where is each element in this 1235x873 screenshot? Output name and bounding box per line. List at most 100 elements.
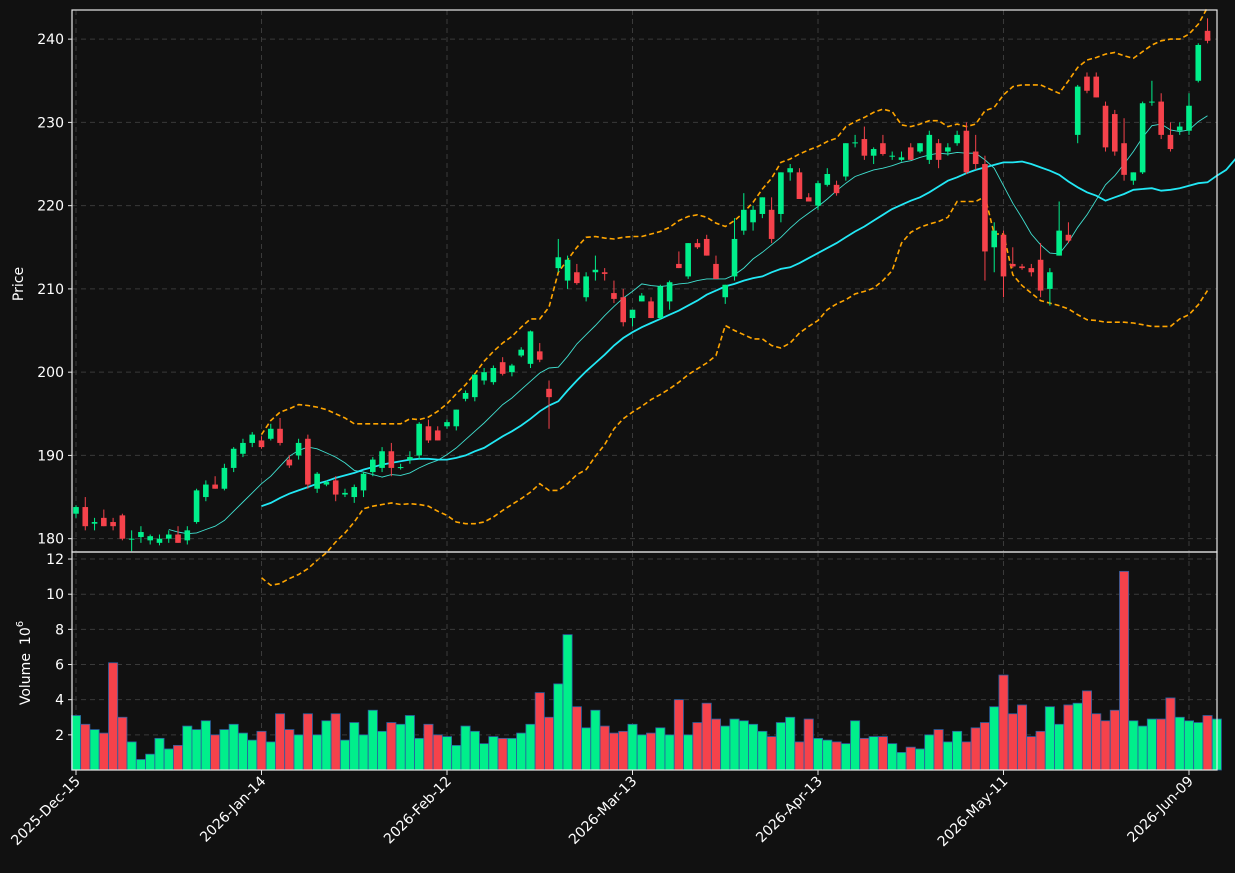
candle-body bbox=[1028, 268, 1035, 273]
volume-bar bbox=[998, 674, 1009, 771]
candle bbox=[518, 347, 524, 358]
volume-bar bbox=[738, 720, 749, 771]
candle bbox=[982, 155, 988, 281]
candle-body bbox=[880, 143, 886, 155]
volume-bar bbox=[339, 739, 350, 771]
volume-bar bbox=[432, 734, 443, 771]
volume-bar bbox=[748, 723, 759, 771]
candle bbox=[1204, 18, 1211, 44]
candle bbox=[991, 222, 998, 273]
candle bbox=[843, 143, 849, 181]
candle-body bbox=[91, 522, 98, 524]
candle bbox=[434, 426, 441, 441]
candle-body bbox=[370, 459, 376, 473]
candle-body bbox=[360, 473, 367, 491]
candle-body bbox=[267, 428, 274, 439]
volume-bar bbox=[145, 753, 156, 771]
price-tick-label: 190 bbox=[37, 448, 64, 464]
candle-body bbox=[1065, 234, 1072, 241]
candle bbox=[898, 151, 905, 162]
volume-tick-label: 8 bbox=[55, 622, 64, 638]
volume-bar bbox=[117, 716, 128, 771]
volume-bar bbox=[979, 722, 990, 771]
volume-bar bbox=[126, 741, 137, 771]
candle-body bbox=[342, 492, 348, 495]
volume-bar bbox=[1081, 690, 1092, 771]
candle bbox=[360, 472, 367, 498]
price-tick-label: 230 bbox=[37, 115, 64, 131]
volume-bar bbox=[135, 759, 146, 771]
candle bbox=[620, 288, 627, 327]
candle bbox=[342, 488, 348, 498]
candle bbox=[1019, 263, 1025, 270]
volume-bar bbox=[293, 734, 304, 771]
candle bbox=[564, 255, 571, 289]
volume-bar bbox=[775, 722, 786, 771]
volume-bar bbox=[182, 725, 193, 771]
volume-bar bbox=[905, 746, 916, 771]
volume-bar bbox=[497, 737, 508, 771]
volume-bar bbox=[646, 732, 657, 771]
volume-bar bbox=[451, 744, 462, 771]
volume-bar bbox=[1202, 715, 1213, 771]
volume-bar bbox=[154, 737, 165, 771]
candle-body bbox=[629, 309, 636, 319]
volume-bar bbox=[302, 713, 313, 771]
volume-bar bbox=[284, 729, 295, 771]
volume-bar bbox=[265, 741, 276, 771]
candle bbox=[768, 197, 775, 244]
candle-body bbox=[750, 209, 756, 223]
candle bbox=[509, 363, 515, 377]
candle bbox=[935, 139, 942, 169]
candle-body bbox=[73, 507, 79, 514]
candle-body bbox=[1195, 44, 1202, 81]
volume-bar bbox=[219, 729, 230, 771]
price-tick-label: 220 bbox=[37, 199, 64, 215]
candle bbox=[787, 164, 793, 181]
candle bbox=[555, 238, 562, 273]
candle-body bbox=[286, 459, 293, 466]
volume-bar bbox=[469, 730, 480, 771]
volume-bar bbox=[1146, 718, 1157, 771]
candle-body bbox=[555, 257, 562, 269]
candle bbox=[703, 234, 710, 256]
volume-bar bbox=[618, 730, 629, 771]
volume-bar bbox=[710, 718, 721, 771]
candle bbox=[750, 205, 756, 231]
volume-bar bbox=[627, 723, 638, 771]
volume-bar bbox=[683, 734, 694, 771]
candle bbox=[147, 534, 153, 545]
candle bbox=[601, 268, 608, 281]
candle bbox=[397, 463, 404, 470]
candle bbox=[453, 409, 460, 431]
candle-body bbox=[945, 147, 951, 152]
volume-tick-label: 12 bbox=[46, 552, 64, 568]
candle bbox=[657, 284, 664, 320]
volume-bar bbox=[1109, 709, 1120, 771]
price-tick-label: 180 bbox=[37, 532, 64, 548]
candle bbox=[184, 526, 191, 545]
volume-bar bbox=[506, 737, 517, 771]
candle bbox=[1000, 230, 1007, 298]
candle-body bbox=[323, 482, 330, 485]
candle bbox=[907, 143, 914, 160]
candle-body bbox=[935, 143, 942, 160]
candle bbox=[221, 463, 228, 491]
candle bbox=[741, 193, 747, 235]
volume-bar bbox=[1017, 704, 1028, 771]
candle bbox=[425, 419, 432, 443]
candle-body bbox=[1047, 272, 1053, 289]
candle bbox=[370, 457, 376, 477]
candle bbox=[286, 455, 293, 468]
candle-body bbox=[759, 197, 766, 214]
candle bbox=[759, 197, 766, 219]
volume-bar bbox=[813, 737, 824, 771]
candle-body bbox=[843, 143, 849, 177]
volume-bar bbox=[599, 725, 610, 771]
candle-body bbox=[1176, 126, 1183, 131]
volume-bar bbox=[590, 709, 601, 771]
candle bbox=[713, 255, 719, 279]
candle bbox=[796, 168, 803, 199]
candle-body bbox=[110, 522, 116, 527]
candle-body bbox=[305, 438, 311, 485]
